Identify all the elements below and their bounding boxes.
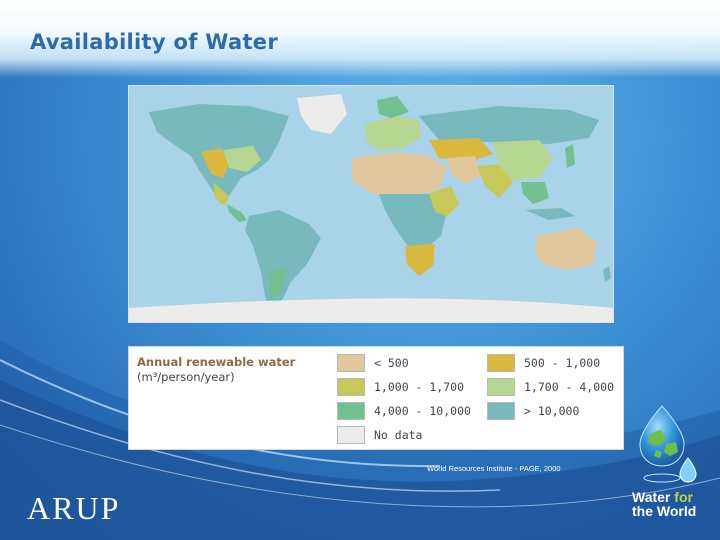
middle-east bbox=[447, 156, 481, 184]
map-legend: Annual renewable water (m³/person/year) … bbox=[128, 346, 624, 450]
central-america bbox=[227, 204, 247, 222]
new-zealand bbox=[603, 266, 611, 282]
legend-swatch bbox=[337, 402, 365, 420]
europe bbox=[365, 116, 421, 150]
legend-title: Annual renewable water bbox=[137, 355, 296, 369]
legend-label: 1,000 - 1,700 bbox=[374, 380, 465, 394]
logo-word-for: for bbox=[674, 489, 693, 505]
legend-label: > 10,000 bbox=[524, 404, 580, 418]
water-globe-icon bbox=[639, 405, 697, 483]
logo-line-the-world: the World bbox=[632, 503, 697, 519]
antarctica bbox=[129, 298, 613, 322]
legend-unit: (m³/person/year) bbox=[137, 370, 235, 384]
north-america-west-band bbox=[201, 148, 229, 178]
legend-item: No data bbox=[337, 425, 422, 445]
legend-label: 1,700 - 4,000 bbox=[524, 380, 615, 394]
slide-title: Availability of Water bbox=[30, 30, 278, 54]
australia bbox=[535, 228, 597, 270]
legend-swatch bbox=[487, 378, 515, 396]
south-america bbox=[245, 210, 321, 316]
legend-item: 500 - 1,000 bbox=[487, 353, 600, 373]
legend-label: 4,000 - 10,000 bbox=[374, 404, 471, 418]
china bbox=[493, 140, 553, 180]
south-america-south bbox=[269, 266, 287, 300]
legend-item: 1,000 - 1,700 bbox=[337, 377, 464, 397]
central-asia bbox=[429, 138, 493, 162]
legend-swatch bbox=[487, 354, 515, 372]
arup-logo: ARUP bbox=[27, 490, 121, 526]
water-for-the-world-logo: Water for the World bbox=[632, 490, 696, 518]
legend-swatch bbox=[337, 354, 365, 372]
greenland bbox=[297, 94, 347, 134]
north-america-central bbox=[223, 146, 261, 172]
legend-item: 1,700 - 4,000 bbox=[487, 377, 614, 397]
legend-swatch bbox=[487, 402, 515, 420]
russia bbox=[419, 106, 599, 144]
decorative-swoosh bbox=[0, 340, 720, 540]
legend-swatch bbox=[337, 378, 365, 396]
southern-africa bbox=[405, 244, 435, 276]
legend-item: 4,000 - 10,000 bbox=[337, 401, 471, 421]
legend-item: > 10,000 bbox=[487, 401, 579, 421]
central-africa bbox=[379, 194, 447, 248]
indonesia bbox=[525, 208, 575, 220]
world-map bbox=[128, 85, 614, 323]
legend-item: < 500 bbox=[337, 353, 409, 373]
legend-swatch bbox=[337, 426, 365, 444]
east-africa bbox=[429, 186, 459, 216]
north-africa bbox=[351, 152, 447, 196]
logo-word-water: Water bbox=[632, 489, 671, 505]
scandinavia bbox=[377, 96, 409, 118]
legend-label: No data bbox=[374, 428, 423, 442]
legend-label: < 500 bbox=[374, 356, 409, 370]
south-asia bbox=[477, 164, 513, 198]
title-band bbox=[0, 0, 720, 78]
southeast-asia bbox=[521, 182, 549, 204]
mexico bbox=[213, 182, 229, 206]
japan bbox=[565, 144, 575, 168]
legend-label: 500 - 1,000 bbox=[524, 356, 601, 370]
source-citation: World Resources Institute - PAGE, 2000 bbox=[427, 464, 561, 473]
